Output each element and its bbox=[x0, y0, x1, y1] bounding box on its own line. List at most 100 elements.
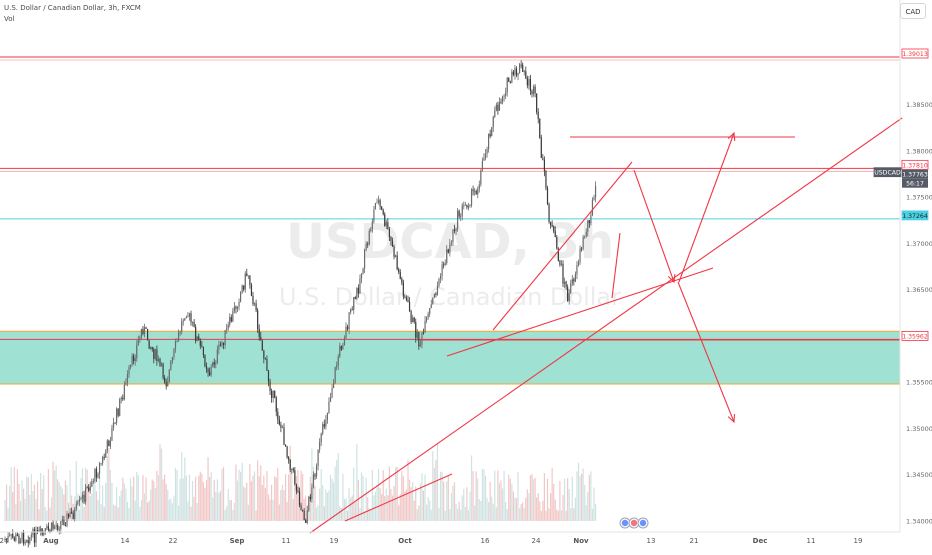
currency-button[interactable]: CAD bbox=[900, 3, 926, 19]
candle-body bbox=[102, 456, 104, 464]
candle-body bbox=[404, 296, 406, 298]
trend-line bbox=[611, 232, 621, 299]
volume-bar bbox=[388, 466, 390, 521]
candle-body bbox=[267, 370, 270, 382]
y-tick-label: 1.35500 bbox=[906, 379, 932, 387]
volume-bar bbox=[179, 478, 181, 521]
candle-body bbox=[443, 264, 445, 266]
volume-legend: Vol bbox=[4, 15, 15, 23]
candle-body bbox=[433, 293, 435, 298]
candle-body bbox=[452, 229, 454, 242]
candle-body bbox=[257, 310, 259, 329]
candle-body bbox=[193, 322, 195, 327]
candle-body bbox=[422, 332, 425, 334]
volume-bar bbox=[154, 488, 156, 521]
candle-body bbox=[492, 116, 494, 128]
volume-bar bbox=[120, 490, 122, 521]
candle-body bbox=[525, 71, 527, 79]
candle-body bbox=[317, 449, 319, 466]
candle-body bbox=[246, 273, 248, 276]
price-label-box bbox=[901, 210, 929, 221]
candle-body bbox=[80, 498, 82, 500]
volume-bar bbox=[567, 478, 569, 521]
candle-body bbox=[75, 504, 77, 509]
volume-bar bbox=[497, 470, 499, 521]
candle-body bbox=[523, 71, 525, 73]
candle-body bbox=[579, 248, 581, 263]
volume-bar bbox=[390, 488, 392, 521]
volume-bar bbox=[112, 504, 115, 521]
candle-body bbox=[213, 362, 215, 365]
candle-body bbox=[470, 189, 473, 206]
price-label-text: 1.37264 bbox=[902, 213, 928, 220]
volume-bar bbox=[452, 485, 454, 521]
volume-bar bbox=[450, 493, 452, 521]
candle-body bbox=[464, 204, 466, 206]
volume-bar bbox=[196, 502, 198, 521]
candle-body bbox=[178, 331, 180, 342]
candle-body bbox=[44, 528, 46, 532]
candle-body bbox=[519, 64, 521, 74]
candle-body bbox=[88, 487, 90, 491]
volume-bar bbox=[587, 491, 589, 521]
candle-body bbox=[574, 274, 576, 282]
candle-body bbox=[27, 540, 29, 544]
candle-body bbox=[30, 534, 32, 538]
volume-bar bbox=[546, 478, 549, 521]
volume-bar bbox=[475, 471, 477, 521]
candle-body bbox=[588, 220, 590, 224]
candle-body bbox=[354, 297, 356, 299]
candle-body bbox=[114, 422, 116, 424]
candle-body bbox=[212, 362, 214, 367]
candle-body bbox=[243, 285, 245, 290]
volume-bar bbox=[106, 455, 108, 521]
volume-bar bbox=[413, 500, 415, 521]
volume-bar bbox=[317, 505, 319, 521]
volume-bar bbox=[512, 491, 514, 521]
candle-body bbox=[297, 490, 299, 492]
candle-body bbox=[95, 468, 98, 478]
candle-body bbox=[292, 468, 294, 471]
volume-bar bbox=[131, 486, 133, 521]
volume-bar bbox=[432, 451, 434, 521]
volume-bar bbox=[511, 483, 513, 521]
volume-bar bbox=[529, 475, 532, 521]
volume-bar bbox=[294, 476, 296, 521]
volume-bar bbox=[109, 469, 111, 521]
volume-bar bbox=[526, 489, 528, 521]
candle-body bbox=[356, 288, 358, 299]
volume-bar bbox=[314, 485, 316, 521]
watermark-name: U.S. Dollar / Canadian Dollar bbox=[279, 283, 621, 311]
candle-body bbox=[506, 77, 508, 93]
candle-body bbox=[207, 368, 209, 373]
volume-bar bbox=[367, 497, 369, 521]
volume-bar bbox=[235, 464, 237, 521]
volume-bar bbox=[143, 493, 146, 521]
volume-bar bbox=[284, 474, 287, 521]
volume-bar bbox=[300, 470, 302, 521]
candle-body bbox=[142, 329, 144, 335]
volume-bar bbox=[421, 473, 423, 521]
volume-bar bbox=[368, 508, 370, 521]
volume-bar bbox=[430, 509, 432, 521]
volume-bar bbox=[278, 504, 280, 521]
volume-bar bbox=[402, 476, 404, 521]
volume-bar bbox=[528, 493, 530, 521]
y-tick-label: 1.34000 bbox=[906, 518, 932, 526]
volume-bar bbox=[117, 507, 119, 521]
candle-body bbox=[222, 342, 225, 346]
candle-body bbox=[201, 345, 203, 348]
candle-body bbox=[539, 118, 541, 138]
candle-body bbox=[458, 210, 460, 217]
volume-bar bbox=[136, 471, 138, 521]
candle-body bbox=[581, 248, 583, 250]
volume-bar bbox=[500, 480, 502, 521]
volume-bar bbox=[249, 463, 251, 521]
arrow-head bbox=[667, 273, 676, 284]
candle-body bbox=[78, 499, 80, 503]
volume-bar bbox=[508, 474, 510, 521]
candle-body bbox=[50, 522, 53, 532]
candle-body bbox=[522, 64, 524, 72]
